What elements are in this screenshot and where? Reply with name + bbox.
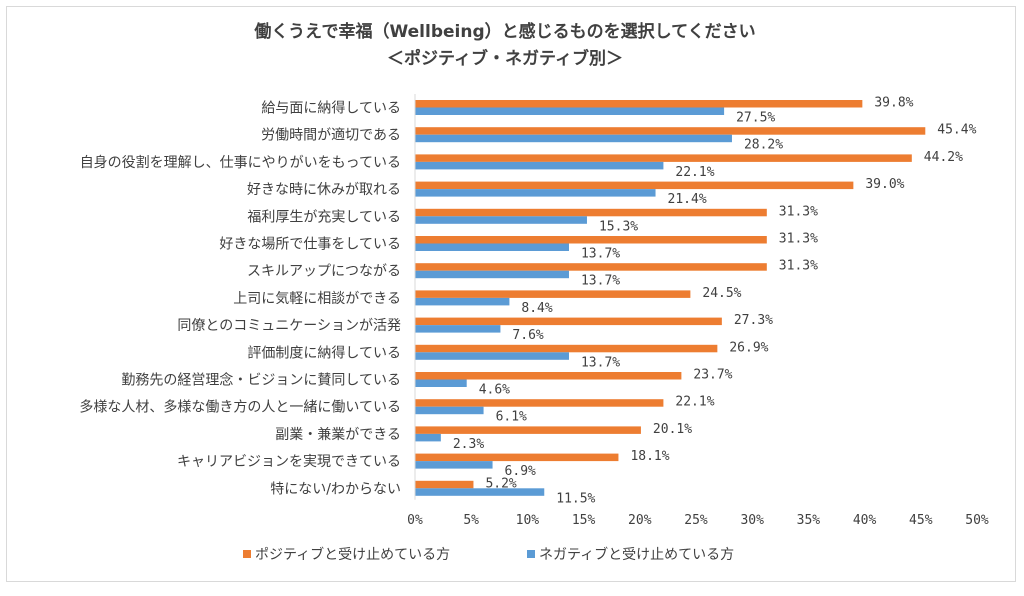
bar-negative (415, 488, 545, 496)
category-labels: 給与面に納得している労働時間が適切である自身の役割を理解し、仕事にやりがいをもっ… (79, 100, 401, 498)
data-label-negative: 22.1% (675, 165, 714, 180)
legend-label-negative: ネガティブと受け止めている方 (539, 546, 734, 563)
data-label-negative: 13.7% (581, 355, 620, 370)
data-label-negative: 4.6% (479, 383, 510, 398)
category-label: 福利厚生が充実している (247, 209, 401, 225)
data-label-negative: 13.7% (581, 274, 620, 289)
data-label-positive: 18.1% (630, 449, 669, 464)
bar-negative (415, 325, 501, 333)
bar-negative (415, 433, 441, 442)
bar-positive (415, 344, 718, 353)
x-tick-label: 35% (797, 513, 821, 528)
chart-frame: 働くうえで幸福（Wellbeing）と感じるものを選択してください ＜ポジティブ… (6, 6, 1016, 582)
bar-positive (415, 372, 682, 380)
bar-positive (415, 453, 619, 462)
data-label-positive: 31.3% (779, 259, 818, 274)
data-label-positive: 31.3% (779, 232, 818, 247)
category-label: 上司に気軽に相談ができる (233, 291, 401, 307)
x-tick-label: 20% (628, 513, 652, 528)
category-label: スキルアップにつながる (247, 264, 401, 280)
bar-positive (415, 236, 767, 244)
data-label-positive: 39.0% (865, 177, 904, 192)
data-label-negative: 11.5% (556, 491, 595, 506)
data-label-positive: 20.1% (653, 422, 692, 437)
data-label-positive: 45.4% (937, 123, 976, 138)
bar-negative (415, 216, 587, 224)
legend: ポジティブと受け止めている方 ネガティブと受け止めている方 (243, 546, 734, 563)
bar-positive (415, 154, 912, 162)
bar-positive (415, 317, 722, 326)
data-label-negative: 28.2% (744, 138, 783, 153)
data-label-positive: 5.2% (485, 476, 516, 491)
data-label-positive: 22.1% (675, 395, 714, 410)
x-tick-label: 50% (965, 513, 989, 528)
data-label-positive: 24.5% (702, 286, 741, 301)
chart: 働くうえで幸福（Wellbeing）と感じるものを選択してください ＜ポジティブ… (79, 21, 989, 563)
category-label: 好きな時に休みが取れる (247, 182, 401, 198)
bars (415, 100, 926, 496)
data-label-negative: 13.7% (581, 247, 620, 262)
data-label-positive: 31.3% (779, 204, 818, 219)
x-tick-label: 40% (853, 513, 877, 528)
bar-positive (415, 480, 474, 489)
bar-negative (415, 161, 664, 170)
category-label: 評価制度に納得している (247, 344, 401, 361)
x-tick-label: 0% (407, 513, 423, 528)
category-label: キャリアビジョンを実現できている (177, 454, 401, 470)
data-label-negative: 15.3% (599, 219, 638, 234)
data-label-negative: 7.6% (512, 328, 543, 343)
data-label-positive: 44.2% (924, 150, 963, 165)
bar-positive (415, 127, 926, 135)
x-tick-label: 5% (463, 513, 479, 528)
data-label-negative: 6.9% (505, 464, 536, 479)
data-label-negative: 27.5% (736, 111, 775, 126)
bar-positive (415, 181, 854, 190)
data-label-positive: 39.8% (874, 96, 913, 111)
data-label-positive: 26.9% (729, 340, 768, 355)
bar-negative (415, 134, 732, 143)
bar-positive (415, 399, 664, 407)
category-label: 労働時間が適切である (261, 127, 401, 144)
x-axis: 0% 5% 10% 15% 20% 25% 30% 35% 40% 45% 50% (407, 94, 989, 528)
bar-negative (415, 189, 656, 197)
category-label: 勤務先の経営理念・ビジョンに賛同している (121, 372, 401, 389)
data-label-negative: 2.3% (453, 437, 484, 452)
bar-negative (415, 243, 569, 251)
category-label: 多様な人材、多様な働き方の人と一緒に働いている (79, 399, 401, 416)
category-label: 特にない/わからない (270, 481, 401, 497)
bar-negative (415, 107, 725, 115)
chart-subtitle: ＜ポジティブ・ネガティブ別＞ (387, 48, 623, 69)
data-labels: 39.8% 27.5% 45.4% 28.2% 44.2% 22.1% 39.0% 21.4%… (453, 96, 977, 507)
legend-label-positive: ポジティブと受け止めている方 (255, 546, 450, 563)
data-label-negative: 21.4% (668, 192, 707, 207)
bar-positive (415, 426, 641, 434)
bar-negative (415, 297, 510, 306)
bar-negative (415, 352, 569, 360)
bar-negative (415, 461, 493, 469)
bar-negative (415, 379, 467, 387)
data-label-positive: 23.7% (693, 368, 732, 383)
x-tick-label: 10% (516, 513, 540, 528)
data-label-positive: 27.3% (734, 313, 773, 328)
data-label-negative: 8.4% (521, 301, 552, 316)
bar-positive (415, 100, 863, 108)
category-label: 自身の役割を理解し、仕事にやりがいをもっている (80, 154, 401, 171)
bar-positive (415, 290, 691, 298)
bar-negative (415, 406, 484, 415)
bar-positive (415, 208, 767, 217)
x-tick-label: 45% (909, 513, 933, 528)
bar-negative (415, 270, 569, 279)
category-label: 好きな場所で仕事をしている (219, 237, 401, 253)
category-label: 同僚とのコミュニケーションが活発 (177, 318, 401, 334)
legend-swatch-positive (243, 550, 251, 558)
x-tick-label: 15% (572, 513, 596, 528)
data-label-negative: 6.1% (496, 410, 527, 425)
bar-positive (415, 263, 767, 271)
chart-title: 働くうえで幸福（Wellbeing）と感じるものを選択してください (253, 21, 755, 42)
x-tick-label: 25% (684, 513, 708, 528)
category-label: 給与面に納得している (261, 100, 401, 117)
x-tick-label: 30% (740, 513, 764, 528)
legend-swatch-negative (527, 550, 535, 558)
category-label: 副業・兼業ができる (275, 427, 401, 443)
